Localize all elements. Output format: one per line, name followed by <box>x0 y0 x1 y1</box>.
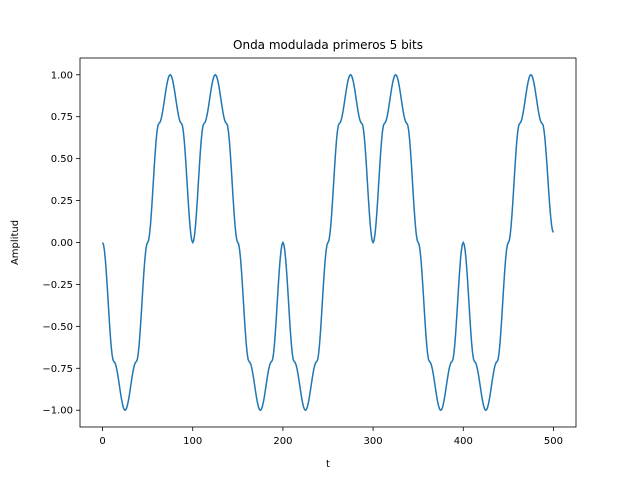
x-axis-label: t <box>326 459 330 470</box>
y-axis-label: Amplitud <box>10 220 21 265</box>
y-tick-label: 0.50 <box>51 154 73 165</box>
y-tick-label: −1.00 <box>42 406 73 417</box>
y-tick-label: −0.75 <box>42 364 73 375</box>
y-axis: −1.00 −0.75 −0.50 −0.25 0.00 0.25 0.50 0.75 1.00 <box>42 70 80 417</box>
x-tick-label: 100 <box>183 436 202 447</box>
x-tick-label: 300 <box>364 436 383 447</box>
y-tick-label: 1.00 <box>51 70 73 81</box>
x-axis: 0 100 200 300 400 500 <box>99 427 563 447</box>
plot-area: 0 100 200 300 400 500 −1.00 −0.75 −0.50 −0.25 0.0… <box>42 57 577 447</box>
y-tick-label: 0.75 <box>51 112 73 123</box>
series-line <box>101 73 555 412</box>
y-tick-label: −0.50 <box>42 322 73 333</box>
chart-title: Onda modulada primeros 5 bits <box>233 38 423 52</box>
y-tick-label: 0.00 <box>51 238 73 249</box>
x-tick-label: 400 <box>454 436 473 447</box>
x-tick-label: 0 <box>99 436 105 447</box>
y-tick-label: −0.25 <box>42 280 73 291</box>
y-tick-label: 0.25 <box>51 196 73 207</box>
x-tick-label: 500 <box>544 436 563 447</box>
x-tick-label: 200 <box>273 436 292 447</box>
